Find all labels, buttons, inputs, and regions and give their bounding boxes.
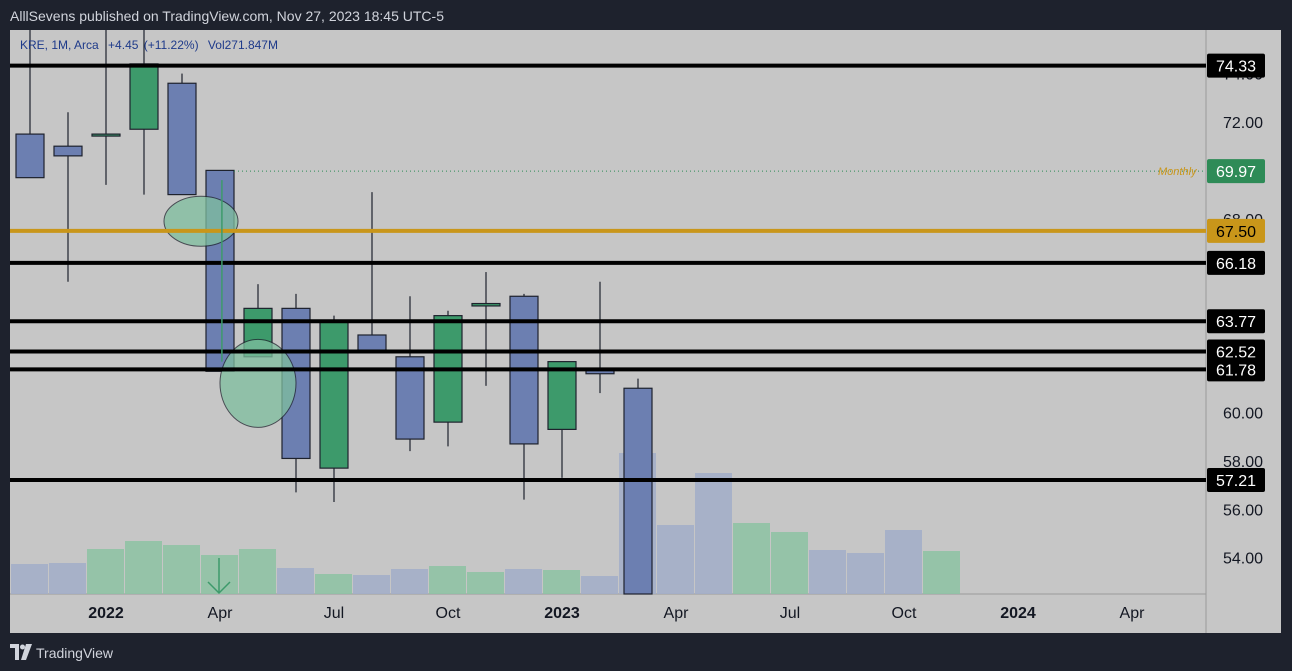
current-price-tag: 69.97 [1216,164,1256,181]
legend-volume: Vol271.847M [207,38,278,52]
price-tick-label: 56.00 [1223,502,1263,519]
publish-header: AlllSevens published on TradingView.com,… [0,0,1292,30]
time-tick-label: Oct [892,605,917,622]
level-price-tag: 66.18 [1216,256,1256,273]
volume-bar [809,550,846,594]
volume-bar [733,523,770,594]
volume-bar [847,553,884,594]
volume-bar [885,530,922,594]
volume-bar [239,549,276,594]
time-tick-label: Jul [780,605,800,622]
time-tick-label: Apr [1120,605,1146,622]
candle-body[interactable] [53,145,83,157]
volume-bar [695,473,732,594]
price-tick-label: 72.00 [1223,115,1263,132]
level-price-tag: 67.50 [1216,224,1256,241]
time-tick-label: Apr [208,605,234,622]
footer-brand[interactable]: TradingView [36,645,114,661]
volume-bar [505,569,542,594]
volume-bar [11,564,48,594]
candle-body[interactable] [15,133,45,179]
volume-bar [125,541,162,594]
candle-body[interactable] [547,361,577,430]
level-price-tag: 63.77 [1216,314,1256,331]
time-tick-label: 2024 [1000,605,1036,622]
volume-bar [657,525,694,594]
candle-body[interactable] [319,319,349,469]
time-tick-label: 2022 [88,605,124,622]
price-tick-label: 58.00 [1223,454,1263,471]
volume-arrow-head [207,581,231,595]
legend-symbol[interactable]: KRE, 1M, Arca [20,38,99,52]
volume-bar [277,568,314,594]
volume-bar [315,574,352,594]
tradingview-logo-icon[interactable] [10,644,32,660]
volume-bar [771,532,808,594]
level-price-tag: 74.33 [1216,59,1256,76]
level-price-tag: 57.21 [1216,473,1256,490]
level-price-tag: 61.78 [1216,362,1256,379]
highlight-ellipse[interactable] [219,338,297,428]
level-price-tag-bg [1207,53,1265,78]
level-price-tag-bg [1207,357,1265,382]
volume-bar [49,563,86,594]
publish-text: AlllSevens published on TradingView.com,… [10,8,444,24]
level-price-tag-bg [1207,218,1265,243]
series-legend: KRE, 1M, Arca +4.45 (+11.22%) Vol271.847… [20,38,284,52]
candlestick-chart[interactable]: 54.0056.0058.0060.0062.0064.0066.0068.00… [10,30,1281,633]
level-price-tag-bg [1207,309,1265,334]
footer: TradingView [0,633,1292,671]
candle-body[interactable] [129,63,159,130]
time-tick-label: Jul [324,605,344,622]
volume-bar [163,545,200,594]
time-tick-label: 2023 [544,605,580,622]
highlight-ellipse[interactable] [163,195,239,247]
legend-change-pct: (+11.22%) [143,38,199,52]
volume-bar [923,551,960,594]
candle-body[interactable] [357,334,387,353]
volume-bar [429,566,466,594]
volume-bar [391,569,428,594]
time-tick-label: Oct [436,605,461,622]
volume-bar [581,576,618,594]
current-price-note: Monthly [1158,166,1198,178]
level-price-tag-bg [1207,250,1265,275]
volume-bar [353,575,390,594]
candle-body[interactable] [623,387,653,595]
candle-body[interactable] [91,133,121,137]
candle-body[interactable] [471,302,501,307]
volume-bar [543,570,580,594]
legend-change: +4.45 [108,38,139,52]
price-tick-label: 54.00 [1223,551,1263,568]
time-tick-label: Apr [664,605,690,622]
price-tick-label: 60.00 [1223,405,1263,422]
level-price-tag: 62.52 [1216,344,1256,361]
current-price-tag-bg [1207,159,1265,184]
candle-body[interactable] [167,82,197,196]
volume-bar [87,549,124,594]
level-price-tag-bg [1207,467,1265,492]
volume-bar [467,572,504,594]
chart-pane[interactable]: 54.0056.0058.0060.0062.0064.0066.0068.00… [10,30,1281,633]
